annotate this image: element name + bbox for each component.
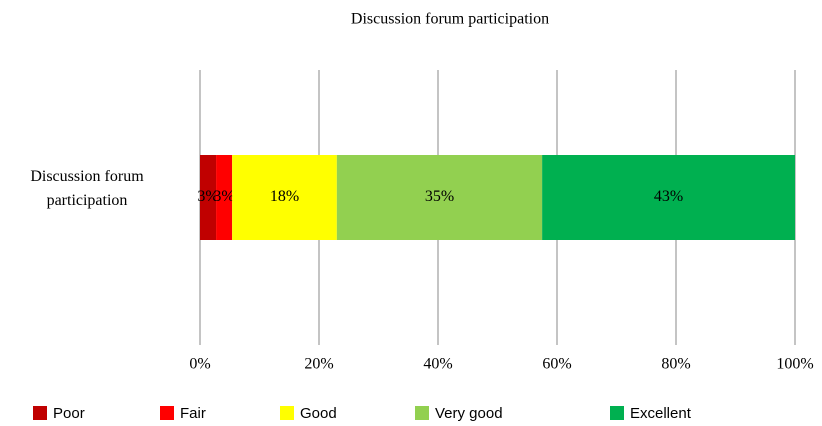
category-label: Discussion forum participation: [30, 168, 144, 209]
x-tick-label: 80%: [661, 356, 690, 373]
bar-segment: [216, 155, 233, 240]
legend-swatch: [160, 406, 174, 420]
x-tick-label: 60%: [542, 356, 571, 373]
x-tick-label: 20%: [304, 356, 333, 373]
x-tick-label: 0%: [189, 356, 210, 373]
bar-segment: [542, 155, 795, 240]
bar-segment: [336, 155, 543, 240]
x-tick-label: 40%: [423, 356, 452, 373]
data-label: 3%: [197, 188, 218, 205]
data-label: 43%: [654, 188, 683, 205]
legend-swatch: [415, 406, 429, 420]
data-label: 3%: [213, 188, 234, 205]
data-label: 18%: [270, 188, 299, 205]
data-label: 35%: [425, 188, 454, 205]
bar-segment: [232, 155, 337, 240]
bar-segment: [200, 155, 217, 240]
x-tick-label: 100%: [776, 356, 813, 373]
legend-swatch: [33, 406, 47, 420]
legend-label: Very good: [435, 405, 503, 422]
legend-label: Good: [300, 405, 337, 422]
legend-label: Excellent: [630, 405, 692, 422]
legend-label: Poor: [53, 405, 85, 422]
legend-label: Fair: [180, 405, 206, 422]
legend-swatch: [610, 406, 624, 420]
legend-swatch: [280, 406, 294, 420]
chart-title: Discussion forum participation: [351, 11, 549, 28]
